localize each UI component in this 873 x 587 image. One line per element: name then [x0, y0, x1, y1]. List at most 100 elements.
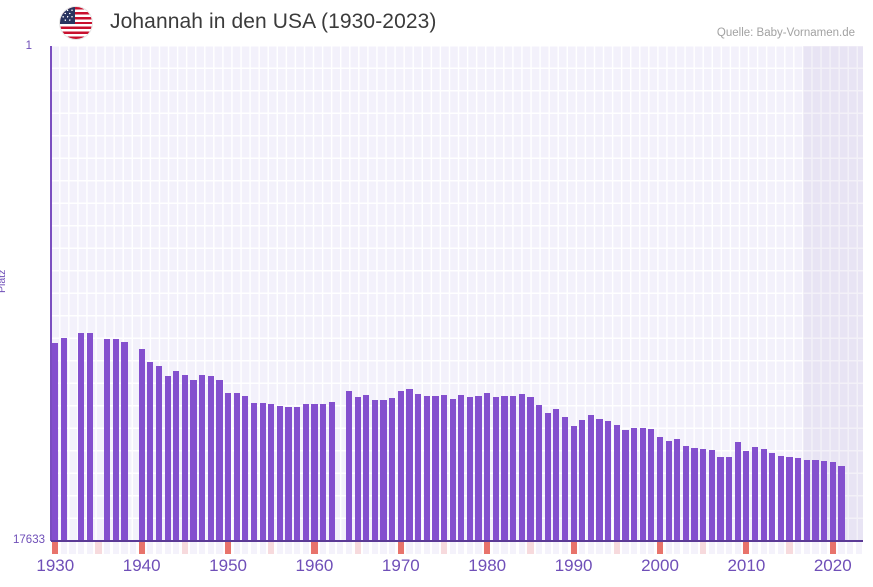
tick-marker-1972: [415, 542, 422, 554]
bar-2010: [743, 451, 750, 541]
bar-1957: [285, 407, 292, 541]
bar-1967: [371, 400, 379, 541]
tick-marker-1950: [224, 542, 232, 554]
tick-marker-1973: [423, 542, 430, 554]
tick-marker-1959: [302, 542, 309, 554]
tick-marker-2004: [691, 542, 698, 554]
tick-marker-1997: [630, 542, 638, 554]
bar-1934: [86, 332, 93, 541]
bar-1998: [639, 428, 646, 541]
tick-marker-1951: [233, 542, 240, 554]
tick-marker-1932: [69, 542, 76, 554]
bar-2021: [838, 465, 845, 541]
bar-1968: [380, 400, 387, 541]
tick-marker-1976: [449, 542, 456, 554]
bar-1938: [121, 342, 128, 541]
bar-1942: [155, 366, 163, 541]
bar-1990: [570, 426, 577, 541]
tick-marker-1965: [354, 542, 361, 554]
tick-marker-1966: [363, 542, 370, 554]
tick-marker-2003: [682, 542, 690, 554]
x-axis-line: [51, 540, 863, 542]
bar-2015: [786, 456, 793, 541]
bar-2020: [829, 462, 836, 541]
tick-marker-2005: [700, 542, 707, 554]
tick-marker-1978: [466, 542, 474, 554]
bar-2009: [734, 442, 741, 541]
bar-2016: [795, 457, 802, 541]
tick-marker-2017: [803, 542, 810, 554]
page-title: Johannah in den USA (1930-2023): [110, 10, 437, 33]
tick-marker-2006: [708, 542, 715, 554]
tick-marker-1934: [86, 542, 93, 554]
tick-marker-2019: [821, 542, 828, 554]
bar-1945: [181, 374, 188, 541]
tick-marker-1944: [173, 542, 180, 554]
bar-series: [51, 46, 863, 541]
bar-2008: [725, 456, 733, 541]
tick-marker-1954: [259, 542, 266, 554]
bar-1948: [207, 375, 214, 541]
bar-1977: [458, 395, 465, 541]
tick-marker-1960: [311, 542, 318, 554]
bar-1971: [406, 389, 413, 541]
tick-marker-2016: [795, 542, 802, 554]
tick-marker-1969: [389, 542, 396, 554]
tick-marker-1956: [276, 542, 284, 554]
bar-1953: [250, 402, 258, 541]
tick-marker-1945: [181, 542, 188, 554]
x-label-1930: 1930: [36, 556, 75, 575]
bar-1964: [345, 391, 353, 541]
bar-1961: [319, 404, 327, 541]
tick-marker-2012: [760, 542, 767, 554]
tick-marker-1936: [104, 542, 111, 554]
bar-1943: [164, 375, 171, 541]
tick-marker-1955: [268, 542, 275, 554]
tick-marker-2022: [846, 542, 854, 554]
bar-1986: [535, 404, 543, 541]
bar-2018: [812, 459, 819, 541]
tick-marker-1974: [432, 542, 439, 554]
y-axis-title: Platz: [0, 269, 8, 293]
tick-marker-1975: [440, 542, 448, 554]
bar-1966: [363, 395, 370, 541]
x-label-1980: 1980: [468, 556, 507, 575]
tick-marker-1987: [544, 542, 551, 554]
tick-marker-1938: [121, 542, 128, 554]
bar-2000: [656, 437, 664, 541]
bar-1992: [587, 414, 594, 541]
x-label-1950: 1950: [209, 556, 247, 575]
tick-marker-1995: [613, 542, 620, 554]
tick-marker-1989: [561, 542, 569, 554]
bar-2002: [674, 438, 681, 541]
bar-1960: [311, 404, 318, 541]
tick-marker-2020: [829, 542, 836, 554]
tick-marker-1984: [518, 542, 525, 554]
tick-marker-1993: [596, 542, 603, 554]
bar-1975: [440, 395, 448, 541]
tick-marker-1948: [207, 542, 214, 554]
tick-marker-1946: [190, 542, 197, 554]
bar-2017: [803, 460, 810, 541]
chart-header: Johannah in den USA (1930-2023) Quelle: …: [0, 0, 873, 44]
x-label-1940: 1940: [122, 556, 161, 575]
bar-1999: [648, 429, 655, 541]
tick-marker-2023: [855, 542, 862, 554]
y-axis-top-tick-label: 1: [25, 40, 32, 52]
tick-marker-1985: [527, 542, 534, 554]
bar-1949: [216, 379, 223, 541]
flag-canton: [60, 7, 75, 25]
tick-marker-2013: [769, 542, 776, 554]
tick-marker-2009: [734, 542, 741, 554]
bar-2011: [751, 446, 759, 541]
bar-1965: [354, 397, 361, 541]
bar-1987: [544, 413, 551, 541]
tick-marker-1961: [319, 542, 327, 554]
x-label-1970: 1970: [381, 556, 420, 575]
tick-marker-2007: [717, 542, 724, 554]
tick-marker-2011: [751, 542, 759, 554]
bar-1993: [596, 419, 603, 541]
tick-marker-1981: [492, 542, 499, 554]
tick-marker-2021: [838, 542, 845, 554]
tick-marker-1949: [216, 542, 223, 554]
